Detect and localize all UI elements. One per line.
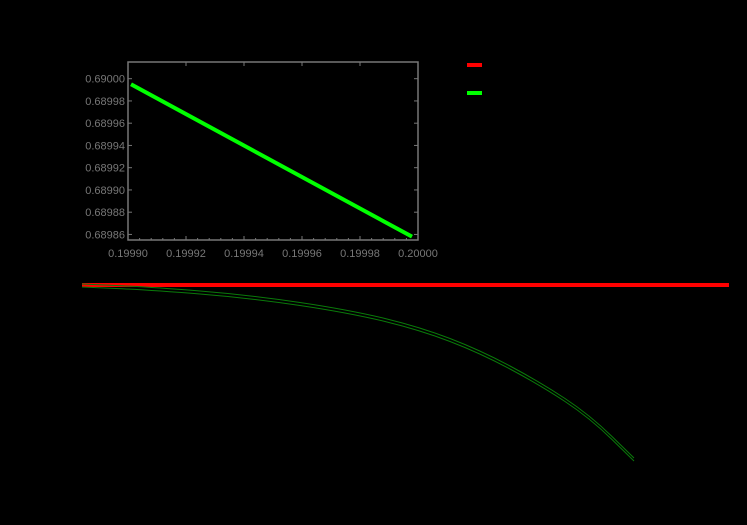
main-series-green-curve-1 [81, 283, 635, 459]
main-series-green-curve-2 [81, 286, 635, 462]
inset-y-tick-label: 0.68996 [85, 118, 125, 130]
inset-x-tick-label: 0.19996 [282, 248, 322, 260]
inset-x-tick-label: 0.19990 [108, 248, 148, 260]
inset-x-tick-label: 0.19994 [224, 248, 264, 260]
inset-y-tick-label: 0.68986 [85, 229, 125, 241]
inset-x-tick-label: 0.19992 [166, 248, 206, 260]
legend [467, 63, 482, 95]
inset-y-tick-label: 0.68998 [85, 96, 125, 108]
inset-y-tick-label: 0.68994 [85, 140, 125, 152]
inset-series-green-line [130, 82, 413, 239]
inset-plot: 0.19990 0.19992 0.19994 0.19996 0.19998 0.200… [85, 61, 438, 260]
inset-x-tick-label: 0.19998 [340, 248, 380, 260]
inset-y-tick-label: 0.68990 [85, 185, 125, 197]
inset-y-tick-label: 0.68988 [85, 207, 125, 219]
inset-x-tick-label: 0.20000 [398, 248, 438, 260]
inset-y-tick-label: 0.69000 [85, 74, 125, 86]
inset-y-tick-label: 0.68992 [85, 163, 125, 175]
inset-frame [127, 61, 419, 241]
main-plot [81, 283, 729, 462]
